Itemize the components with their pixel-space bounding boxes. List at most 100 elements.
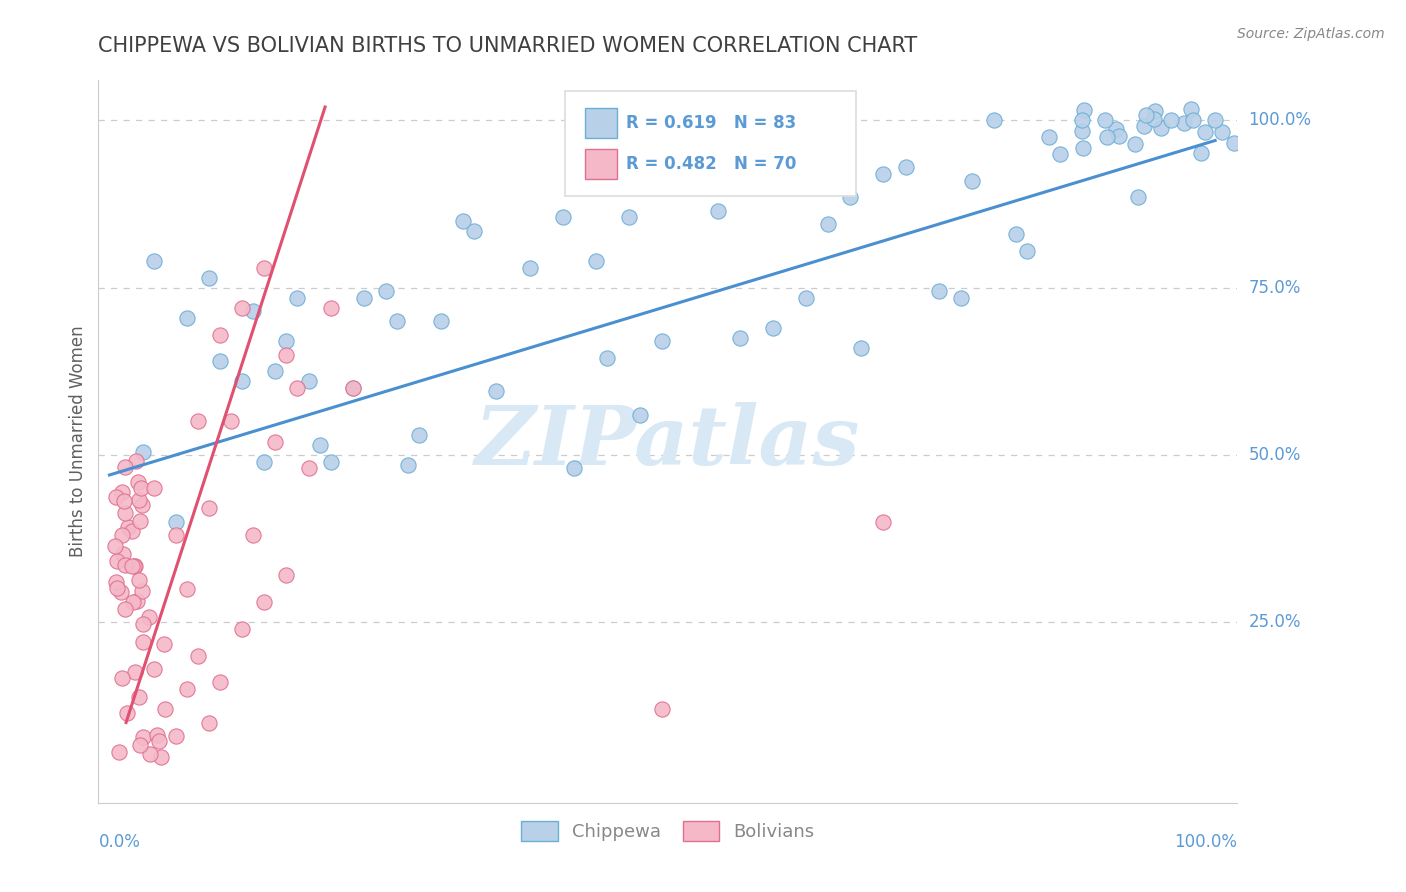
Point xyxy=(131,499,153,513)
Point xyxy=(1126,190,1149,204)
Point xyxy=(176,682,198,697)
Point xyxy=(1135,108,1157,122)
Point xyxy=(231,301,253,315)
Point xyxy=(209,327,232,342)
Point xyxy=(396,458,419,472)
Point xyxy=(128,492,150,507)
Point xyxy=(651,702,673,716)
Point xyxy=(198,501,221,516)
Point xyxy=(129,482,152,496)
Point xyxy=(1222,136,1244,150)
Point xyxy=(276,568,298,582)
Point xyxy=(1049,147,1071,161)
Point xyxy=(1038,130,1060,145)
Point xyxy=(125,454,148,468)
Point xyxy=(983,113,1005,128)
Point xyxy=(596,351,619,365)
Point xyxy=(153,702,176,716)
Point xyxy=(219,414,242,428)
Point xyxy=(122,559,145,574)
Point xyxy=(740,153,762,168)
Point xyxy=(153,637,176,651)
Point xyxy=(1194,125,1216,139)
Point xyxy=(1211,124,1233,138)
Point xyxy=(1143,112,1166,126)
Point xyxy=(1017,244,1039,258)
Point xyxy=(1173,115,1195,129)
Point xyxy=(374,284,396,298)
Point xyxy=(319,301,342,315)
Point xyxy=(117,520,139,534)
Point xyxy=(385,314,408,328)
Point xyxy=(960,173,983,188)
FancyBboxPatch shape xyxy=(565,91,856,196)
Point xyxy=(1189,145,1212,160)
Point xyxy=(124,665,146,680)
Point xyxy=(342,381,364,395)
Point xyxy=(297,375,319,389)
Point xyxy=(138,610,160,624)
Text: 50.0%: 50.0% xyxy=(1249,446,1301,464)
Point xyxy=(287,291,309,305)
Point xyxy=(585,254,607,268)
Point xyxy=(112,494,135,508)
Point xyxy=(111,527,134,541)
Point xyxy=(728,331,751,345)
Point xyxy=(287,381,309,395)
Point xyxy=(1150,121,1173,136)
Text: CHIPPEWA VS BOLIVIAN BIRTHS TO UNMARRIED WOMEN CORRELATION CHART: CHIPPEWA VS BOLIVIAN BIRTHS TO UNMARRIED… xyxy=(98,36,918,55)
Point xyxy=(242,304,264,318)
Point xyxy=(342,381,364,395)
Text: 100.0%: 100.0% xyxy=(1249,112,1312,129)
Point xyxy=(1095,129,1118,144)
Point xyxy=(198,715,221,730)
Text: ZIPatlas: ZIPatlas xyxy=(475,401,860,482)
Point xyxy=(519,260,541,275)
Point xyxy=(1123,137,1146,152)
Point xyxy=(430,314,453,328)
Point xyxy=(114,459,136,474)
Point xyxy=(132,730,155,744)
Point xyxy=(562,461,585,475)
Point xyxy=(110,585,132,599)
Point xyxy=(124,558,146,573)
Point xyxy=(264,434,287,449)
Point xyxy=(128,573,150,587)
Point xyxy=(114,558,136,572)
Point xyxy=(165,515,187,529)
Text: 0.0%: 0.0% xyxy=(98,833,141,851)
Point xyxy=(463,224,485,238)
Point xyxy=(1108,129,1130,144)
Point xyxy=(127,475,149,490)
Point xyxy=(651,334,673,349)
Legend: Chippewa, Bolivians: Chippewa, Bolivians xyxy=(515,814,821,848)
Point xyxy=(105,581,128,595)
Point xyxy=(1182,113,1205,128)
Point xyxy=(1204,113,1226,128)
Point xyxy=(851,341,873,355)
Point xyxy=(150,750,173,764)
Point xyxy=(319,455,342,469)
Point xyxy=(485,384,508,399)
Point xyxy=(453,214,475,228)
Point xyxy=(253,454,276,469)
Point xyxy=(187,648,209,663)
Point xyxy=(1094,113,1116,128)
Point xyxy=(794,291,817,305)
Point xyxy=(114,602,136,616)
Text: R = 0.482   N = 70: R = 0.482 N = 70 xyxy=(626,155,796,173)
Point xyxy=(131,635,153,649)
Point xyxy=(231,622,253,636)
Point xyxy=(125,594,148,608)
Point xyxy=(142,254,165,268)
Point xyxy=(894,161,917,175)
Point xyxy=(1133,119,1156,133)
Point xyxy=(114,506,136,520)
Point xyxy=(176,310,198,325)
Point xyxy=(209,675,232,690)
Point xyxy=(1105,122,1128,136)
Point xyxy=(783,113,806,128)
Point xyxy=(142,662,165,676)
Point xyxy=(131,617,153,632)
Point xyxy=(551,211,574,225)
